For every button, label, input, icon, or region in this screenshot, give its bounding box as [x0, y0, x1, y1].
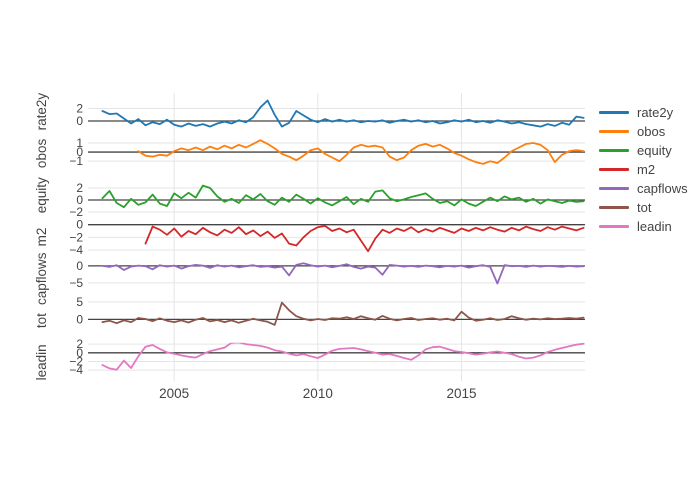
- y-tick-label: 0: [76, 218, 83, 232]
- legend-item-rate2y[interactable]: rate2y: [599, 103, 688, 122]
- y-tick-label: 5: [76, 295, 83, 309]
- y-tick-label: 2: [76, 337, 83, 351]
- y-axis-title-equity: equity: [34, 177, 49, 213]
- y-axis-title-capflows: capflows: [34, 252, 49, 305]
- y-axis-title-rate2y: rate2y: [34, 93, 49, 131]
- legend-label-tot: tot: [637, 200, 652, 215]
- series-line-m2[interactable]: [144, 225, 585, 253]
- legend-item-obos[interactable]: obos: [599, 122, 688, 141]
- legend-line-obos: [599, 130, 629, 133]
- y-tick-label: 2: [76, 102, 83, 116]
- y-tick-label: 0: [76, 145, 83, 159]
- subplot-capflows: 0 −5 capflows: [34, 252, 585, 305]
- x-tick-label: 2015: [446, 386, 476, 401]
- legend-line-capflows: [599, 187, 629, 190]
- legend-item-leadin[interactable]: leadin: [599, 217, 688, 236]
- x-tick-label: 2010: [303, 386, 333, 401]
- y-tick-label: −2: [69, 205, 83, 219]
- y-tick-label: 0: [76, 259, 83, 273]
- legend-label-m2: m2: [637, 162, 656, 177]
- series-line-leadin[interactable]: [101, 342, 585, 371]
- y-tick-label: −2: [69, 230, 83, 244]
- legend-label-capflows: capflows: [637, 181, 688, 196]
- legend-line-leadin: [599, 225, 629, 228]
- series-line-equity[interactable]: [101, 184, 585, 209]
- legend-item-tot[interactable]: tot: [599, 198, 688, 217]
- y-tick-label: −5: [69, 276, 83, 290]
- legend-label-leadin: leadin: [637, 219, 672, 234]
- legend-label-equity: equity: [637, 143, 672, 158]
- y-axis-title-leadin: leadin: [34, 344, 49, 380]
- y-tick-label: 0: [76, 193, 83, 207]
- y-tick-label: −2: [69, 354, 83, 368]
- y-tick-label: 2: [76, 181, 83, 195]
- series-line-tot[interactable]: [101, 301, 585, 326]
- y-tick-label: 0: [76, 114, 83, 128]
- series-line-obos[interactable]: [137, 139, 585, 165]
- y-tick-label: −4: [69, 363, 83, 377]
- x-axis: 2005 2010 2015: [159, 386, 476, 401]
- subplot-leadin: 20−2−4 leadin: [34, 337, 585, 380]
- legend-item-capflows[interactable]: capflows: [599, 179, 688, 198]
- legend: rate2y obos equity m2 capflows tot leadin: [599, 103, 688, 236]
- y-tick-label: −1: [69, 154, 83, 168]
- legend-label-obos: obos: [637, 124, 666, 139]
- subplot-obos: 10−1 obos: [34, 136, 585, 168]
- y-tick-label: 0: [76, 312, 83, 326]
- subplot-equity: 20−2 equity: [34, 177, 585, 219]
- subplot-m2: 0−2−4 m2: [34, 218, 585, 257]
- subplot-rate2y: 20 rate2y: [34, 93, 585, 131]
- legend-item-m2[interactable]: m2: [599, 160, 688, 179]
- x-tick-label: 2005: [159, 386, 189, 401]
- legend-item-equity[interactable]: equity: [599, 141, 688, 160]
- legend-label-rate2y: rate2y: [637, 105, 674, 120]
- y-axis-title-m2: m2: [34, 228, 49, 247]
- legend-line-rate2y: [599, 111, 629, 114]
- y-tick-label: −4: [69, 243, 83, 257]
- series-line-capflows[interactable]: [101, 262, 585, 285]
- y-axis-title-tot: tot: [34, 313, 49, 328]
- series-line-rate2y[interactable]: [101, 99, 585, 128]
- y-tick-label: 0: [76, 346, 83, 360]
- legend-line-m2: [599, 168, 629, 171]
- legend-line-tot: [599, 206, 629, 209]
- y-axis-title-obos: obos: [34, 139, 49, 169]
- y-tick-label: 1: [76, 136, 83, 150]
- legend-line-equity: [599, 149, 629, 152]
- subplot-tot: 5 0 tot: [34, 295, 585, 328]
